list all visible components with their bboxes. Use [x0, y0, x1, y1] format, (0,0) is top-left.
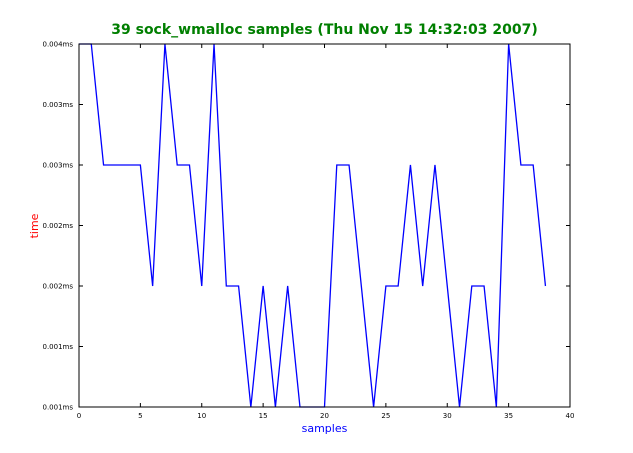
y-tick-label-6: 0.004ms [42, 41, 73, 49]
plot-frame [78, 43, 571, 408]
x-tick-label-6: 30 [443, 412, 452, 420]
x-tick-label-7: 35 [504, 412, 513, 420]
chart-title: 39 sock_wmalloc samples (Thu Nov 15 14:3… [111, 22, 538, 38]
x-tick-label-4: 20 [320, 412, 329, 420]
x-tick-label-5: 25 [381, 412, 390, 420]
y-tick-label-5: 0.003ms [42, 101, 73, 109]
y-axis-label: time [28, 213, 41, 238]
x-tick-label-0: 0 [77, 412, 81, 420]
y-tick-label-2: 0.002ms [42, 283, 73, 291]
x-tick-label-1: 5 [138, 412, 142, 420]
y-tick-label-3: 0.002ms [42, 222, 73, 230]
tick-labels: 0 5 10 15 20 25 30 35 40 0.001ms 0.001ms 0.002ms 0.0… [42, 41, 574, 421]
x-axis-label: samples [302, 422, 348, 435]
x-tick-label-8: 40 [566, 412, 575, 420]
x-tick-label-2: 10 [197, 412, 206, 420]
y-tick-label-1: 0.001ms [42, 343, 73, 351]
x-tick-label-3: 15 [259, 412, 268, 420]
y-tick-label-4: 0.003ms [42, 162, 73, 170]
plot-area [79, 44, 570, 407]
y-tick-label-0: 0.001ms [42, 404, 73, 412]
